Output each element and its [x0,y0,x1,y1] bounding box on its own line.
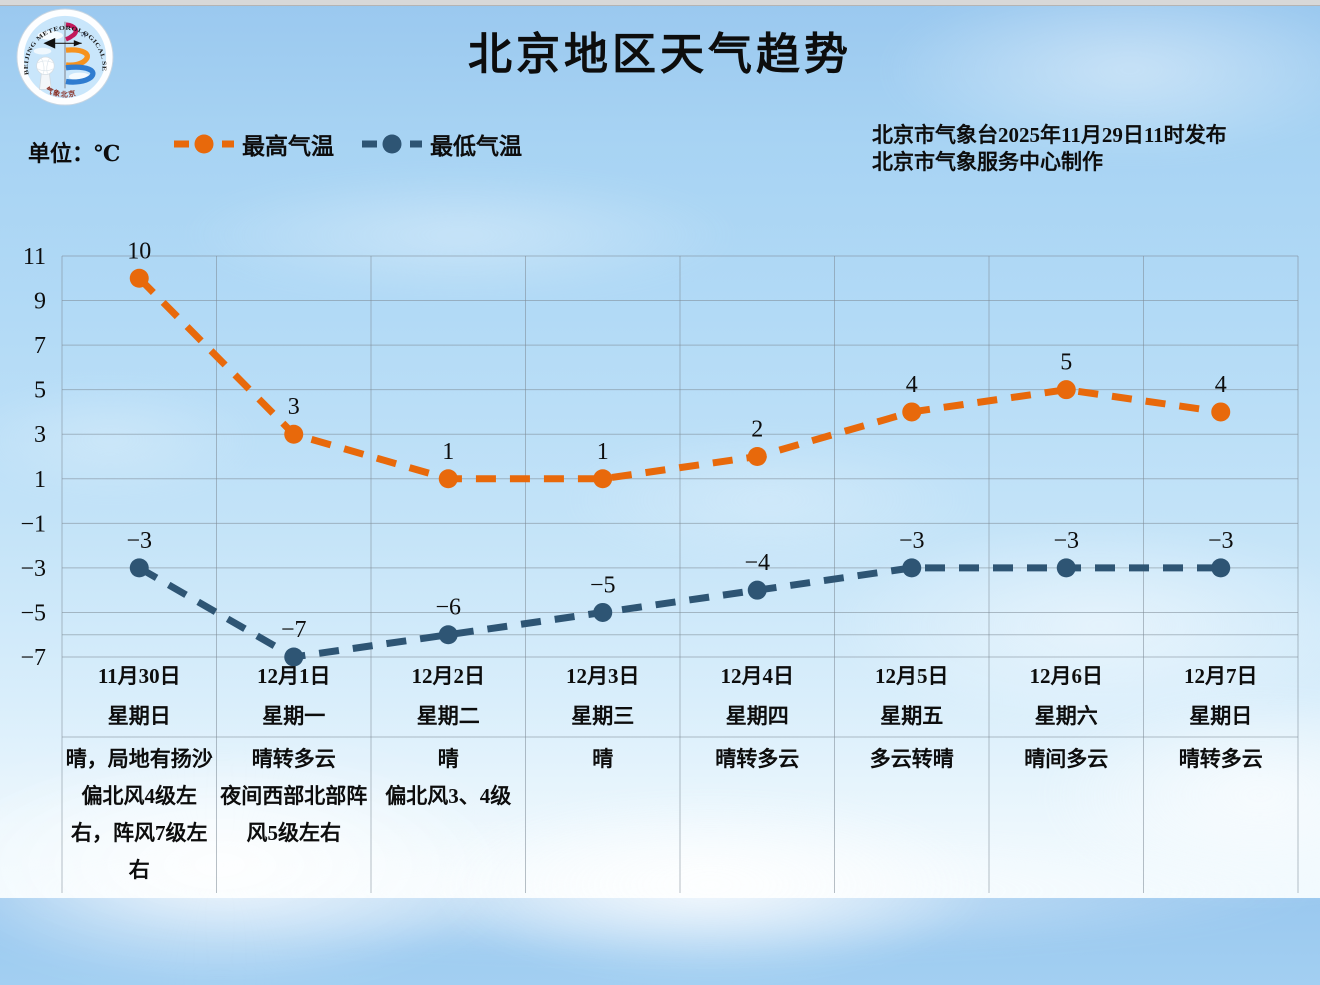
legend-label-low: 最低气温 [430,134,522,159]
y-axis-tick-label: −7 [20,645,46,671]
legend-item-high-temp: 最高气温 [172,127,334,161]
vane-pole [64,21,66,89]
data-point-label: −5 [590,572,616,598]
data-point-marker [593,602,613,622]
high-temp-line-swatch [174,134,234,154]
y-axis-tick-label: −5 [20,600,46,626]
ribbon-blue [65,64,96,85]
airplane-glyph: ✈ [79,28,91,41]
y-axis-tick-label: −1 [20,511,46,537]
chart-legend: 最高气温 最低气温 [172,127,522,161]
data-point-label: −4 [744,550,770,576]
y-axis-tick-label: −3 [20,556,46,582]
vane-arrow-left [43,37,56,49]
data-point-marker [284,424,304,444]
y-axis-tick-label: 11 [23,244,46,270]
issue-info: 北京市气象台2025年11月29日11时发布 北京市气象服务中心制作 [872,122,1227,176]
data-point-marker [593,469,613,489]
radar-dome-lattice [37,58,54,74]
data-point-label: 1 [442,439,454,465]
legend-item-low-temp: 最低气温 [360,127,522,161]
logo-cloud [37,31,64,40]
data-point-label: 4 [906,372,918,398]
low-temp-line [137,564,1221,661]
data-point-label: 1 [597,439,609,465]
producer-line: 北京市气象服务中心制作 [872,150,1103,174]
beijing-meteorological-service-logo: ✈ BEIJING METEOROLOGICAL SERVICE 气象北京 [16,8,114,106]
data-point-marker [129,268,149,288]
data-point-marker [129,558,149,578]
y-axis-tick-label: 1 [34,467,46,493]
data-point-label: 3 [288,394,300,420]
data-point-marker [1056,558,1076,578]
low-temp-line-swatch [362,134,422,154]
data-point-marker [747,580,767,600]
data-point-label: −3 [899,528,925,554]
legend-label-high: 最高气温 [242,134,334,159]
data-point-marker [902,402,922,422]
high-temp-line [136,275,1222,483]
y-axis-tick-label: 7 [34,333,46,359]
data-point-marker [1056,380,1076,400]
data-point-label: −6 [435,595,461,621]
data-point-label: −3 [126,528,152,554]
data-point-marker [1211,402,1231,422]
y-axis-tick-label: 5 [34,378,46,404]
data-point-marker [438,469,458,489]
page-title: 北京地区天气趋势 [468,30,852,79]
data-point-label: 2 [751,417,763,443]
data-point-marker [747,447,767,466]
y-axis-tick-label: 3 [34,422,46,448]
data-point-label: −3 [1053,528,1079,554]
logo-cloud [33,47,52,55]
ribbon-red [65,22,79,42]
data-point-label: 4 [1215,372,1227,398]
issue-time-line: 北京市气象台2025年11月29日11时发布 [872,123,1227,147]
data-point-label: 10 [127,238,151,264]
data-point-marker [438,625,458,645]
unit-label: 单位：℃ [28,141,121,166]
window-edge-strip [0,0,1320,6]
y-axis-tick-label: 9 [34,289,46,315]
data-point-label: −3 [1208,528,1234,554]
data-point-marker [284,647,304,667]
data-point-marker [1211,558,1231,578]
data-point-label: −7 [281,617,307,643]
data-point-marker [902,558,922,578]
vane-arrow-right [73,40,82,47]
data-point-label: 5 [1060,350,1072,376]
